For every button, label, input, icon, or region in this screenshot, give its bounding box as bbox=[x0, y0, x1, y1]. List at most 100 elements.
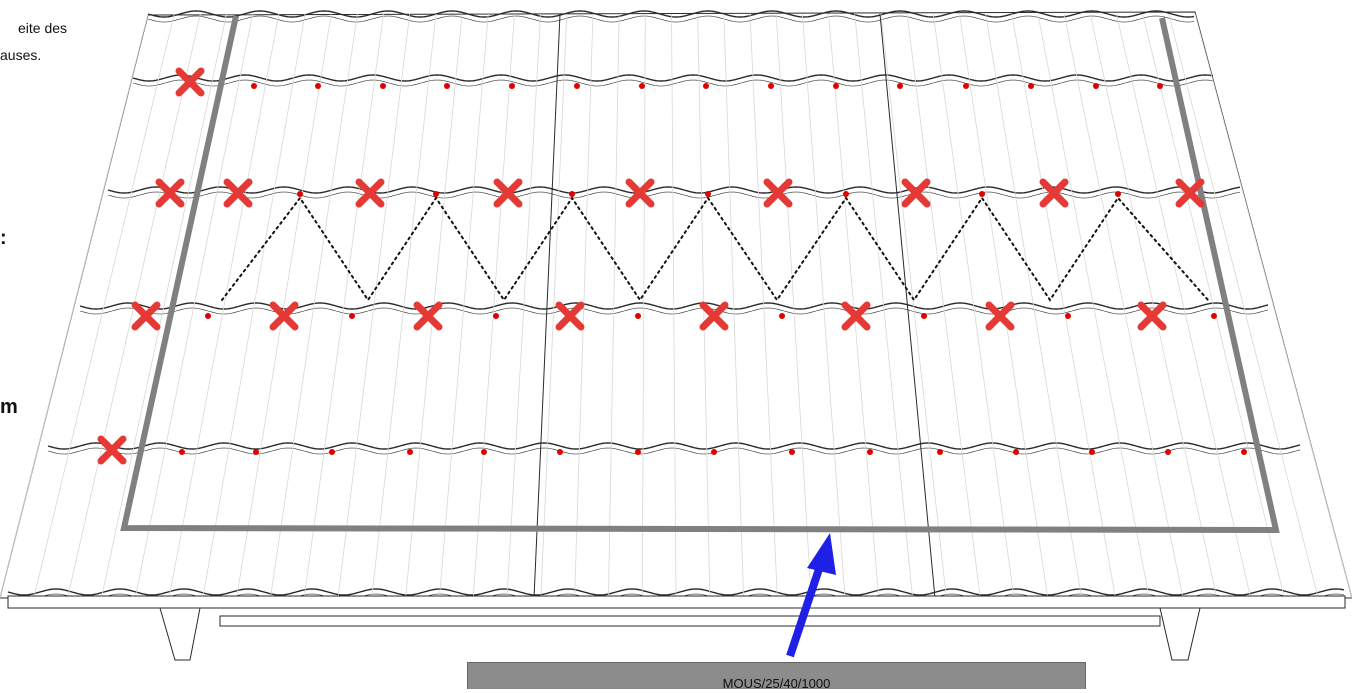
tile-rib bbox=[880, 13, 947, 599]
cross-icon bbox=[555, 301, 585, 331]
tile-rib bbox=[371, 13, 437, 599]
cross-icon bbox=[97, 435, 127, 465]
screw-dot-icon bbox=[1028, 83, 1034, 89]
tile-rib bbox=[439, 13, 489, 599]
tile-row-edge-lower bbox=[147, 15, 1195, 23]
cross-stroke bbox=[97, 435, 127, 465]
cross-icon bbox=[131, 301, 161, 331]
tile-rib bbox=[932, 13, 1015, 599]
screw-dot-icon bbox=[979, 191, 985, 197]
zigzag-pattern bbox=[221, 196, 1209, 302]
cross-stroke bbox=[985, 301, 1015, 331]
cross-stroke bbox=[223, 178, 253, 208]
screw-dot-icon bbox=[1165, 449, 1171, 455]
screw-dot-icon bbox=[843, 191, 849, 197]
zigzag-line bbox=[221, 196, 1209, 302]
screw-dot-icon bbox=[711, 449, 717, 455]
cross-icon bbox=[1039, 178, 1069, 208]
cross-stroke bbox=[413, 301, 443, 331]
screw-dot-icon bbox=[639, 83, 645, 89]
cross-stroke bbox=[493, 178, 523, 208]
cross-icon bbox=[763, 178, 793, 208]
profile-outline bbox=[120, 15, 1280, 534]
screw-dot-icon bbox=[768, 83, 774, 89]
screw-dot-icon bbox=[574, 83, 580, 89]
arrow-head bbox=[807, 533, 836, 575]
cross-stroke bbox=[763, 178, 793, 208]
screw-dot-icon bbox=[921, 313, 927, 319]
screw-dot-icon bbox=[703, 83, 709, 89]
cross-stroke bbox=[131, 301, 161, 331]
cross-icon bbox=[1137, 301, 1167, 331]
cross-icon bbox=[985, 301, 1015, 331]
cross-icon bbox=[699, 301, 729, 331]
tile-rib bbox=[1142, 13, 1285, 599]
screw-dot-icon bbox=[179, 449, 185, 455]
tile-rib bbox=[101, 13, 227, 599]
cross-icon bbox=[355, 178, 385, 208]
profile-outline-path bbox=[120, 15, 1280, 534]
tile-rib bbox=[303, 13, 384, 599]
screw-dot-icon bbox=[1013, 449, 1019, 455]
tile-rib bbox=[540, 13, 568, 599]
screw-dot-icon bbox=[1089, 449, 1095, 455]
tile-rib bbox=[985, 13, 1082, 599]
profile-label: MOUS/25/40/1000 bbox=[722, 676, 831, 691]
profile-bar: MOUS/25/40/1000 bbox=[467, 662, 1086, 691]
tile-rib bbox=[749, 13, 778, 599]
arrow-icon bbox=[786, 533, 836, 658]
screw-dot-icon bbox=[789, 449, 795, 455]
tile-rib bbox=[1089, 13, 1218, 599]
screw-dot-icon bbox=[963, 83, 969, 89]
tile-rib bbox=[270, 13, 358, 599]
screw-dot-icon bbox=[1093, 83, 1099, 89]
screw-dot-icon bbox=[1115, 191, 1121, 197]
cross-stroke bbox=[1137, 301, 1167, 331]
tile-rib bbox=[134, 13, 254, 599]
screw-dot-icon bbox=[251, 83, 257, 89]
cross-icon bbox=[901, 178, 931, 208]
cross-marks bbox=[97, 67, 1205, 465]
screw-dot-icon bbox=[705, 191, 711, 197]
tile-rib bbox=[1011, 13, 1116, 599]
screw-dot-icon bbox=[297, 191, 303, 197]
text-fragment-3: : bbox=[0, 227, 7, 249]
tile-rib bbox=[1037, 13, 1150, 599]
screw-dot-icon bbox=[1157, 83, 1163, 89]
screw-dot-icon bbox=[779, 313, 785, 319]
roof-tiles bbox=[0, 10, 1352, 661]
screw-dot-icon bbox=[205, 313, 211, 319]
cross-stroke bbox=[1039, 178, 1069, 208]
text-fragment-4: m bbox=[0, 396, 18, 418]
screw-dot-icon bbox=[635, 449, 641, 455]
cross-icon bbox=[493, 178, 523, 208]
screw-dot-icon bbox=[557, 449, 563, 455]
screw-dot-icon bbox=[635, 313, 641, 319]
panel-seam bbox=[533, 13, 561, 599]
tile-rib bbox=[1063, 13, 1184, 599]
tile-rib bbox=[1116, 13, 1251, 599]
tile-row-edge bbox=[147, 10, 1195, 18]
cross-stroke bbox=[1175, 178, 1205, 208]
cross-icon bbox=[223, 178, 253, 208]
tile-row-edge bbox=[132, 74, 1214, 82]
screw-dot-icon bbox=[833, 83, 839, 89]
right-bracket bbox=[1159, 607, 1201, 661]
tile-rib bbox=[337, 13, 411, 599]
cross-stroke bbox=[155, 178, 185, 208]
cross-stroke bbox=[901, 178, 931, 208]
screw-dot-icon bbox=[1211, 313, 1217, 319]
cross-icon bbox=[413, 301, 443, 331]
arrow-shaft bbox=[786, 558, 826, 658]
screw-dot-icon bbox=[253, 449, 259, 455]
fascia-board bbox=[219, 615, 1161, 627]
tile-rib bbox=[723, 13, 744, 599]
screw-dot-icon bbox=[897, 83, 903, 89]
tile-rib bbox=[671, 13, 677, 599]
cross-stroke bbox=[699, 301, 729, 331]
tile-rib bbox=[506, 13, 542, 599]
tile-rib bbox=[641, 13, 646, 599]
eave-board bbox=[7, 595, 1346, 609]
